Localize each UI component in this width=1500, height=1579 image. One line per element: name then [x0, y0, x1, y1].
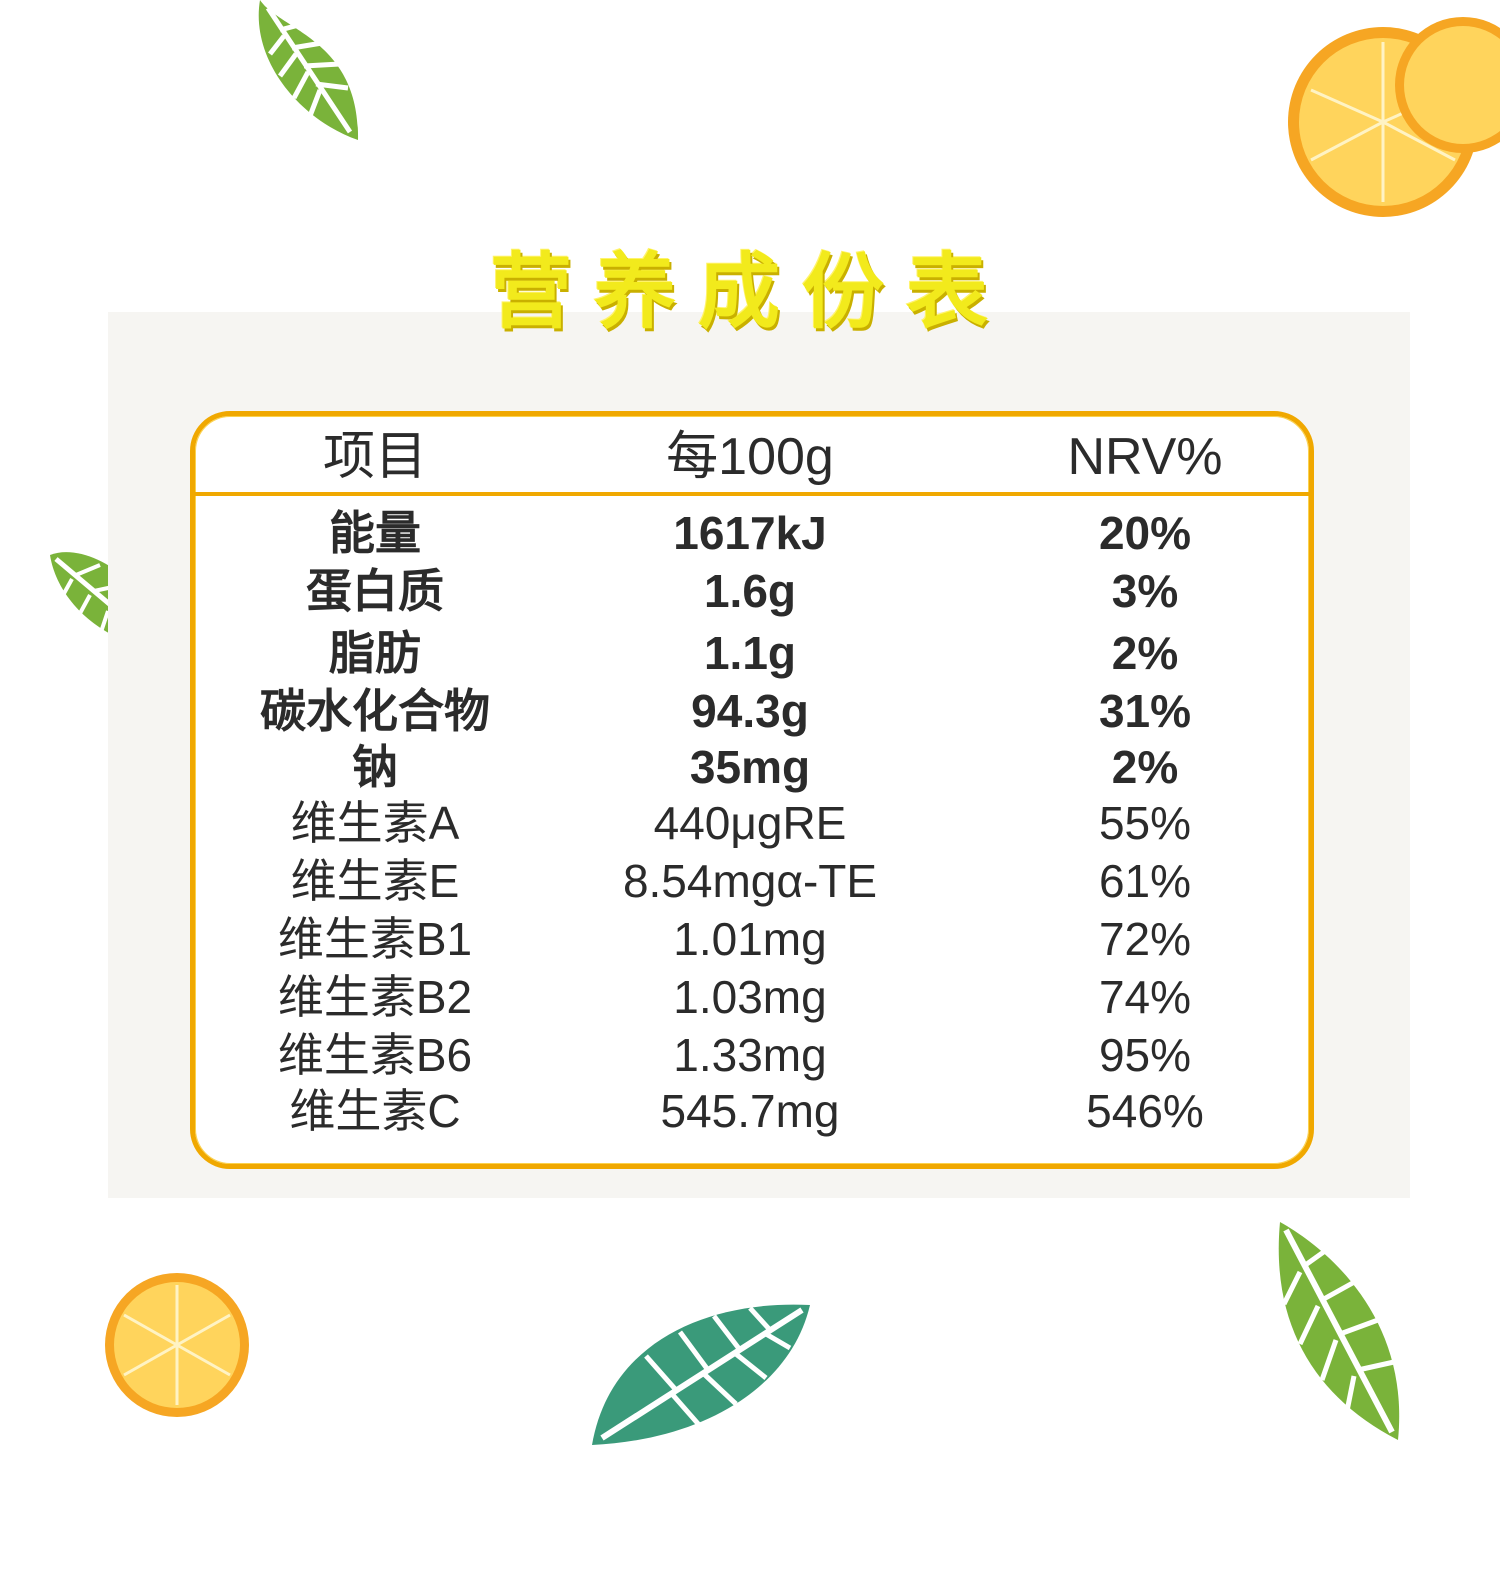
row-item: 维生素B6: [277, 1029, 473, 1081]
leaf-icon: [592, 1304, 810, 1445]
row-per-100g: 1.01mg: [673, 913, 827, 965]
row-per-100g: 94.3g: [691, 685, 809, 737]
row-item: 脂肪: [329, 627, 421, 679]
page-title: 营养成份表: [489, 245, 1010, 340]
orange-slice-icon: [1288, 17, 1500, 217]
table-row: 钠 35mg 2%: [195, 738, 1309, 796]
row-per-100g: 545.7mg: [660, 1085, 840, 1137]
row-item: 维生素C: [289, 1085, 461, 1137]
header-per-100g: 每100g: [666, 428, 834, 486]
row-per-100g: 1.33mg: [673, 1029, 827, 1081]
table-header: 项目 每100g NRV%: [195, 416, 1309, 496]
row-item: 维生素B1: [277, 913, 473, 965]
row-per-100g: 1617kJ: [673, 507, 827, 559]
row-nrv: 2%: [1111, 741, 1179, 793]
row-nrv: 20%: [1098, 507, 1192, 559]
row-per-100g: 8.54mgα-TE: [622, 855, 878, 907]
leaf-icon: [258, 0, 359, 140]
row-item: 维生素E: [290, 855, 460, 907]
row-per-100g: 1.03mg: [673, 971, 827, 1023]
table-row: 维生素B1 1.01mg 72%: [195, 910, 1309, 968]
row-per-100g: 1.1g: [703, 627, 797, 679]
row-nrv: 72%: [1098, 913, 1192, 965]
table-row: 维生素E 8.54mgα-TE 61%: [195, 852, 1309, 910]
row-per-100g: 1.6g: [703, 565, 797, 617]
row-per-100g: 35mg: [689, 741, 811, 793]
table-row: 维生素A 440μgRE 55%: [195, 794, 1309, 852]
row-nrv: 546%: [1086, 1085, 1204, 1137]
table-row: 维生素C 545.7mg 546%: [195, 1082, 1309, 1140]
row-nrv: 55%: [1098, 797, 1192, 849]
row-nrv: 74%: [1098, 971, 1192, 1023]
leaf-icon: [1278, 1222, 1400, 1440]
row-item: 维生素B2: [277, 971, 473, 1023]
table-row: 维生素B6 1.33mg 95%: [195, 1026, 1309, 1084]
row-per-100g: 440μgRE: [653, 797, 847, 849]
orange-slice-icon: [105, 1273, 249, 1417]
row-nrv: 3%: [1111, 565, 1179, 617]
row-nrv: 2%: [1111, 627, 1179, 679]
row-item: 能量: [329, 507, 421, 559]
table-row: 蛋白质 1.6g 3%: [195, 562, 1309, 620]
row-item: 钠: [352, 741, 398, 793]
table-row: 能量 1617kJ 20%: [195, 504, 1309, 562]
row-nrv: 95%: [1098, 1029, 1192, 1081]
row-item: 维生素A: [290, 797, 460, 849]
table-row: 维生素B2 1.03mg 74%: [195, 968, 1309, 1026]
row-item: 碳水化合物: [260, 685, 490, 737]
header-item: 项目: [322, 428, 427, 486]
row-nrv: 61%: [1098, 855, 1192, 907]
row-nrv: 31%: [1098, 685, 1192, 737]
table-row: 碳水化合物 94.3g 31%: [195, 682, 1309, 740]
row-item: 蛋白质: [306, 565, 444, 617]
table-row: 脂肪 1.1g 2%: [195, 624, 1309, 682]
header-nrv: NRV%: [1067, 428, 1223, 486]
nutrition-table: 项目 每100g NRV% 能量 1617kJ 20% 蛋白质 1.6g 3% …: [190, 411, 1314, 1169]
